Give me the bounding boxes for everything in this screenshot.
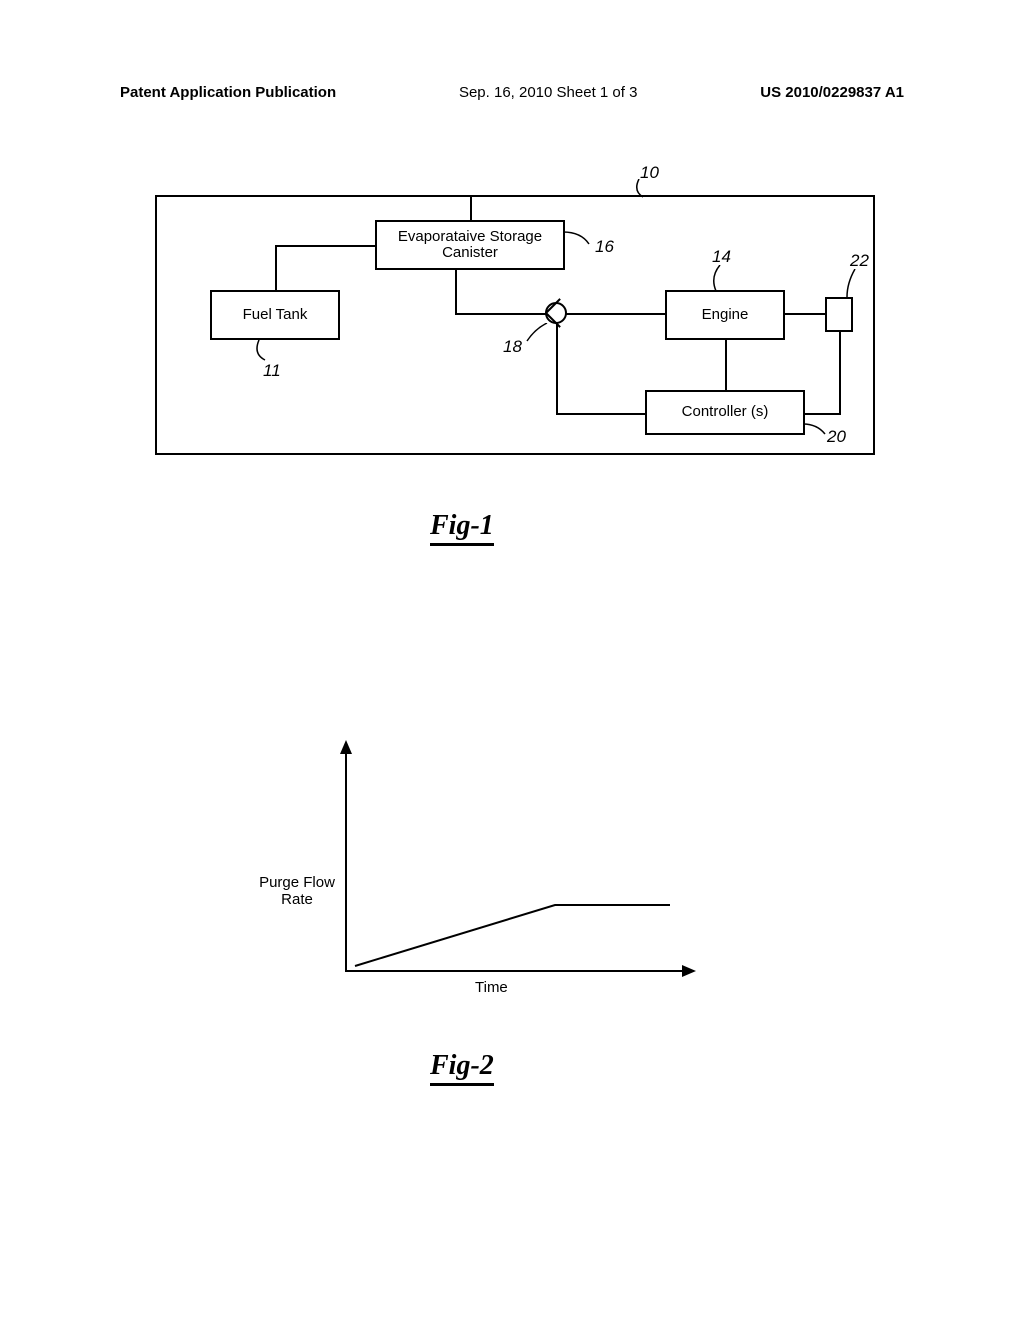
connector-line [556, 413, 645, 415]
connector-line [275, 245, 277, 290]
lead-arc-icon [845, 269, 869, 299]
ref-engine: 14 [712, 247, 731, 267]
connector-line [839, 332, 841, 413]
connector-line [566, 313, 665, 315]
fig1-caption: Fig-1 [430, 510, 494, 542]
fig2-caption: Fig-2 [430, 1050, 494, 1082]
block-sensor [825, 297, 853, 332]
ref-valve: 18 [503, 337, 522, 357]
canister-label: Evaporataive Storage Canister [398, 229, 542, 262]
connector-line [725, 340, 727, 390]
page-header: Patent Application Publication Sep. 16, … [0, 84, 1024, 101]
ref-controller: 20 [827, 427, 846, 447]
connector-line [455, 313, 546, 315]
valve-x-icon [545, 302, 567, 324]
figure-2: Purge Flow Rate Time [280, 740, 740, 1020]
block-canister: Evaporataive Storage Canister [375, 220, 565, 270]
block-engine: Engine [665, 290, 785, 340]
fig2-caption-text: Fig-2 [430, 1050, 494, 1086]
x-axis-label: Time [475, 980, 508, 997]
connector-line [470, 195, 472, 220]
connector-line [785, 313, 825, 315]
figure-1: 10 Evaporataive Storage Canister 16 Fuel… [155, 165, 875, 465]
connector-line [455, 270, 457, 313]
plot-line [345, 750, 685, 970]
fuel-tank-label: Fuel Tank [243, 307, 308, 324]
block-fuel-tank: Fuel Tank [210, 290, 340, 340]
controller-label: Controller (s) [682, 404, 769, 421]
connector-line [805, 413, 841, 415]
lead-line-icon [525, 323, 553, 345]
y-axis-label: Purge Flow Rate [252, 875, 342, 908]
ref-canister: 16 [595, 237, 614, 257]
connector-line [275, 245, 375, 247]
block-controller: Controller (s) [645, 390, 805, 435]
ref-fuel-tank: 11 [263, 361, 281, 381]
ref-sensor: 22 [850, 251, 869, 271]
lead-arc-icon [710, 265, 734, 293]
header-left: Patent Application Publication [120, 84, 336, 101]
engine-label: Engine [702, 307, 749, 324]
header-center: Sep. 16, 2010 Sheet 1 of 3 [459, 84, 637, 101]
connector-line [556, 324, 558, 413]
fig1-caption-text: Fig-1 [430, 510, 494, 546]
x-axis [345, 970, 685, 972]
header-right: US 2010/0229837 A1 [760, 84, 904, 101]
